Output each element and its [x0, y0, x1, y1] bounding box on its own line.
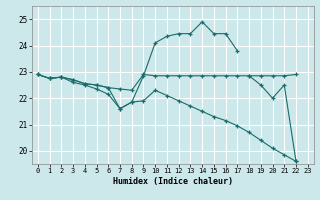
X-axis label: Humidex (Indice chaleur): Humidex (Indice chaleur)	[113, 177, 233, 186]
